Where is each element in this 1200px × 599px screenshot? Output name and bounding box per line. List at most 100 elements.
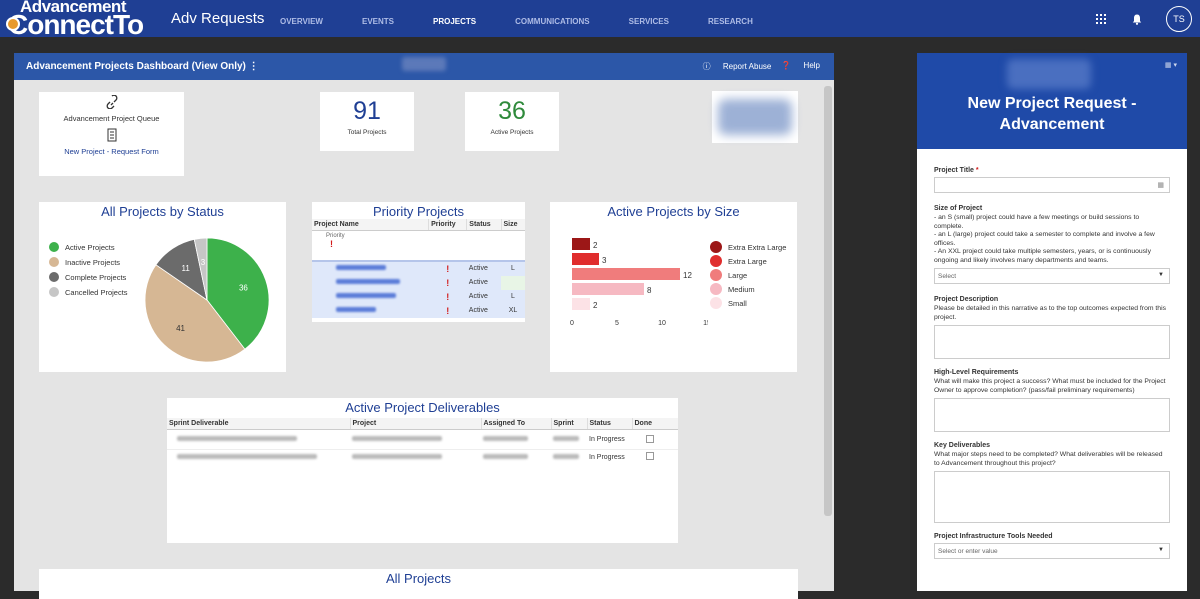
table-row[interactable]: ! Active XL	[312, 303, 525, 318]
legend-swatch	[710, 283, 722, 295]
chevron-down-icon: ▼	[1158, 547, 1164, 553]
size-bar-chart: 231282051015	[570, 238, 708, 327]
form-logo	[1007, 59, 1091, 89]
legend-item[interactable]: Large	[710, 269, 786, 281]
legend-label: Medium	[728, 284, 755, 294]
size-select[interactable]: Select ▼	[934, 268, 1170, 284]
legend-item[interactable]: Extra Extra Large	[710, 241, 786, 253]
priority-title: Priority Projects	[372, 204, 465, 219]
priority-flag: !	[446, 263, 450, 274]
logo[interactable]: Advancement ConnectTo	[2, 0, 162, 40]
done-checkbox[interactable]	[646, 434, 654, 443]
project-name-link[interactable]	[336, 307, 376, 312]
form-menu-icon[interactable]: ▦ ▾	[1164, 62, 1177, 69]
total-projects-value: 91	[353, 97, 381, 125]
nav-communications[interactable]: COMMUNICATIONS	[515, 17, 590, 26]
tools-select[interactable]: Select or enter value ▼	[934, 543, 1170, 559]
deliv-col-project[interactable]: Project	[349, 418, 481, 430]
bar-small[interactable]	[572, 298, 590, 310]
description-textarea[interactable]	[934, 325, 1170, 359]
total-projects-label: Total Projects	[347, 129, 387, 136]
report-abuse-link[interactable]: ⓘ Report Abuse	[702, 62, 772, 71]
table-row[interactable]: ! Active L	[312, 260, 525, 276]
scrollbar[interactable]	[824, 86, 832, 516]
nav-research[interactable]: RESEARCH	[707, 17, 753, 26]
requirements-help: What will make this project a success? W…	[934, 378, 1166, 394]
app-launcher-icon[interactable]	[1096, 14, 1106, 24]
legend-swatch	[49, 257, 59, 267]
deliv-col-sprint[interactable]: Sprint	[550, 418, 587, 430]
priority-col-status[interactable]: Status	[466, 219, 501, 231]
priority-subhead-icon: !	[330, 239, 333, 249]
bar-extra-extra-large[interactable]	[572, 238, 590, 250]
legend-item[interactable]: Extra Large	[710, 255, 786, 267]
priority-col-name[interactable]: Project Name	[312, 219, 429, 231]
size-label: Size of Project	[934, 205, 983, 212]
deliv-col-status[interactable]: Status	[586, 418, 632, 430]
bar-medium[interactable]	[572, 283, 644, 295]
help-link[interactable]: ❓ Help	[781, 61, 820, 70]
priority-col-size[interactable]: Size	[500, 219, 525, 231]
size-cell: L	[511, 265, 515, 272]
size-cell: XL	[508, 307, 518, 314]
avatar[interactable]: TS	[1166, 6, 1192, 32]
pie-data-label: 3	[201, 258, 206, 267]
legend-item[interactable]: Cancelled Projects	[49, 287, 128, 297]
table-row[interactable]: ! Active	[312, 275, 525, 290]
table-row[interactable]: ! Active L	[312, 289, 525, 304]
size-chart-legend: Extra Extra Large Extra Large Large Medium S…	[710, 241, 786, 311]
legend-label: Extra Extra Large	[728, 242, 787, 252]
status-chart-title: All Projects by Status	[101, 204, 224, 219]
project-name-link[interactable]	[336, 279, 400, 284]
pie-data-label: 41	[176, 324, 185, 333]
project-name-link[interactable]	[336, 265, 386, 270]
chevron-down-icon: ▼	[1158, 272, 1164, 278]
deliverables-card: Active Project Deliverables Sprint Deliv…	[167, 398, 678, 543]
deliv-col-done[interactable]: Done	[631, 418, 678, 430]
bar-large[interactable]	[572, 268, 680, 280]
priority-col-priority[interactable]: Priority	[428, 219, 467, 231]
x-tick-label: 15	[703, 320, 708, 327]
nav-services[interactable]: SERVICES	[628, 17, 669, 26]
queue-link[interactable]: Advancement Project Queue	[63, 114, 160, 123]
pie-slice-active-projects[interactable]	[206, 237, 270, 350]
project-title-input[interactable]: ▦	[934, 177, 1170, 193]
deliv-col-deliverable[interactable]: Sprint Deliverable	[167, 418, 350, 430]
globe-icon	[6, 17, 20, 31]
size-description: - an S (small) project could have a few …	[934, 214, 1155, 264]
dashboard-title[interactable]: Advancement Projects Dashboard (View Onl…	[26, 61, 259, 72]
legend-item[interactable]: Inactive Projects	[49, 257, 128, 267]
new-project-form: ▦ ▾ New Project Request - Advancement Pr…	[917, 53, 1187, 591]
active-projects-label: Active Projects	[490, 129, 534, 136]
size-cell	[501, 275, 525, 290]
logo-line1: Advancement	[20, 0, 126, 16]
legend-item[interactable]: Active Projects	[49, 242, 128, 252]
project-title-label: Project Title *	[934, 167, 1170, 174]
pie-slice-inactive-projects[interactable]	[144, 264, 246, 363]
done-checkbox[interactable]	[646, 452, 654, 460]
deliverables-textarea[interactable]	[934, 471, 1170, 523]
status-cell: Active	[468, 279, 488, 286]
status-chart-legend: Active Projects Inactive Projects Complete…	[49, 242, 128, 302]
tools-select-placeholder: Select or enter value	[938, 548, 998, 555]
nav-overview[interactable]: OVERVIEW	[280, 17, 323, 26]
nav-projects[interactable]: PROJECTS	[433, 17, 477, 26]
pie-slice-cancelled-projects[interactable]	[193, 237, 208, 301]
help-label: Help	[803, 61, 820, 70]
logo-line2: ConnectTo	[8, 9, 144, 40]
project-name-link[interactable]	[336, 293, 396, 298]
bell-icon[interactable]	[1132, 14, 1142, 25]
calendar-icon: ▦	[1157, 182, 1164, 189]
legend-item[interactable]: Small	[710, 297, 786, 309]
legend-label: Small	[728, 298, 747, 308]
table-row[interactable]: In Progress	[167, 430, 678, 450]
nav-events[interactable]: EVENTS	[361, 17, 394, 26]
requirements-textarea[interactable]	[934, 398, 1170, 432]
size-cell: L	[511, 293, 515, 300]
legend-item[interactable]: Complete Projects	[49, 272, 128, 282]
table-row[interactable]: In Progress	[167, 450, 678, 465]
legend-item[interactable]: Medium	[710, 283, 786, 295]
new-project-form-link[interactable]: New Project - Request Form	[64, 147, 159, 156]
bar-extra-large[interactable]	[572, 253, 599, 265]
deliv-col-assigned[interactable]: Assigned To	[480, 418, 551, 430]
